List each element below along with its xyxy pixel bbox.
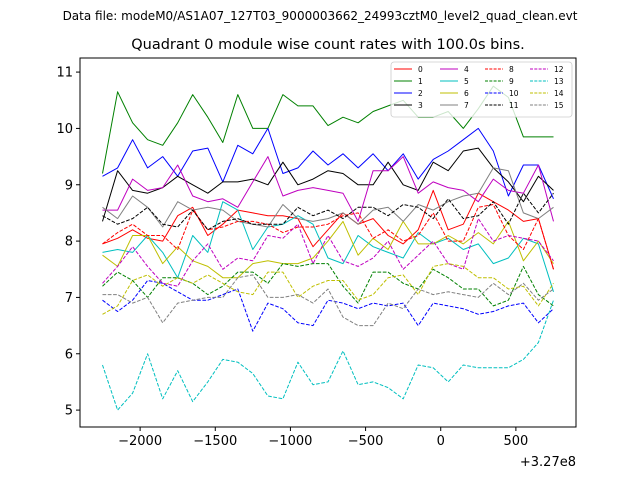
y-tick-label: 11 (56, 66, 73, 81)
legend-label-0: 0 (418, 65, 423, 74)
series-line-11 (102, 192, 554, 231)
x-tick-label: 0 (437, 434, 445, 449)
legend-label-5: 5 (464, 77, 469, 86)
legend-label-8: 8 (509, 65, 514, 74)
y-tick-label: 9 (65, 178, 73, 193)
legend-label-14: 14 (554, 89, 564, 98)
legend-label-12: 12 (554, 65, 564, 74)
x-tick-label: 500 (503, 434, 528, 449)
y-tick-label: 7 (65, 291, 73, 306)
series-line-3 (102, 147, 554, 222)
series-line-13 (102, 300, 554, 411)
series-line-7 (102, 167, 554, 228)
series-layer (102, 85, 554, 411)
x-axis: −2000 −1500 −1000 −500 0 500 (118, 427, 528, 449)
y-tick-label: 8 (65, 235, 73, 250)
legend-label-7: 7 (464, 101, 469, 110)
legend-label-3: 3 (418, 101, 423, 110)
x-tick-label: −1000 (268, 434, 312, 449)
chart-title: Quadrant 0 module wise count rates with … (131, 37, 525, 53)
x-tick-label: −2000 (118, 434, 162, 449)
legend-label-1: 1 (418, 77, 423, 86)
legend-label-9: 9 (509, 77, 514, 86)
y-axis: 5 6 7 8 9 10 11 (56, 66, 80, 419)
plot-frame (79, 57, 577, 428)
legend-label-10: 10 (509, 89, 519, 98)
series-line-10 (102, 280, 554, 332)
legend-box (390, 61, 573, 118)
y-tick-label: 6 (65, 347, 73, 362)
series-line-9 (102, 263, 554, 307)
x-tick-label: −500 (348, 434, 384, 449)
legend-label-6: 6 (464, 89, 469, 98)
legend-label-15: 15 (554, 101, 564, 110)
series-line-8 (102, 204, 554, 270)
legend-label-4: 4 (464, 65, 469, 74)
legend-label-2: 2 (418, 89, 423, 98)
legend-label-11: 11 (509, 101, 519, 110)
series-line-2 (102, 127, 554, 200)
legend-label-13: 13 (554, 77, 564, 86)
series-line-14 (102, 263, 554, 315)
x-axis-offset-label: +3.27e8 (520, 455, 576, 470)
series-line-15 (102, 274, 554, 327)
series-line-6 (102, 220, 554, 279)
chart-suptitle: Data file: modeM0/AS1A07_127T03_90000036… (63, 9, 578, 23)
series-line-4 (102, 156, 554, 222)
y-tick-label: 10 (56, 122, 73, 137)
y-tick-label: 5 (65, 404, 73, 419)
x-tick-label: −1500 (193, 434, 237, 449)
